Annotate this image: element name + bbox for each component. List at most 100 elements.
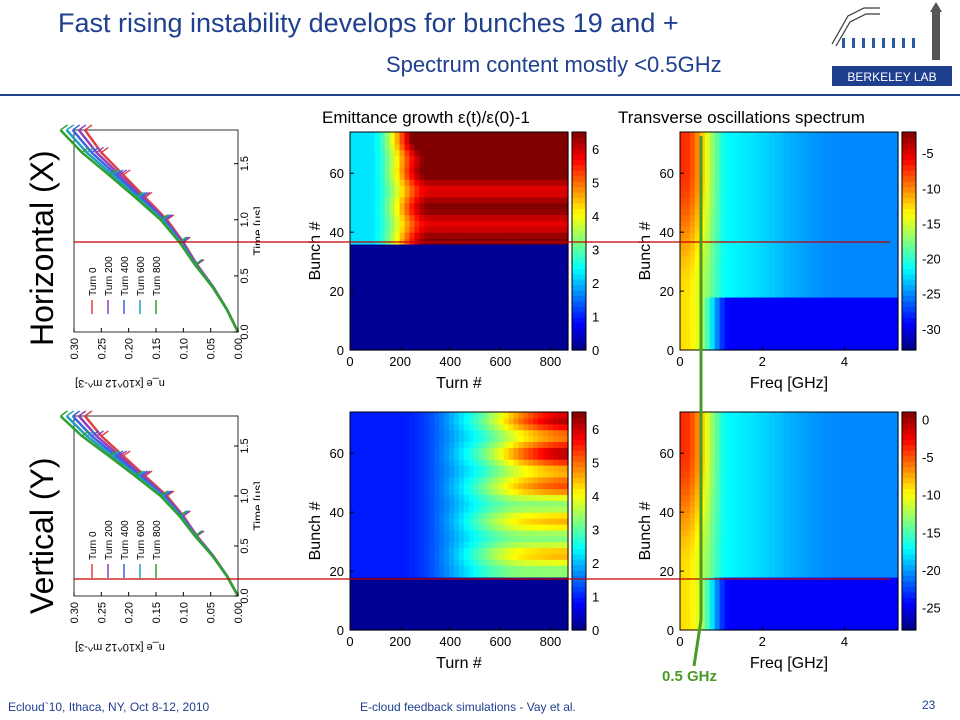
heatmap-cell <box>699 291 706 298</box>
heatmap-cell <box>553 332 559 339</box>
heatmap-cell <box>444 132 450 139</box>
heatmap-cell <box>359 529 366 537</box>
heatmap-cell <box>419 453 425 460</box>
heatmap-cell <box>409 226 416 233</box>
x-axis-label: Freq [GHz] <box>750 375 828 392</box>
heatmap-cell <box>374 314 381 322</box>
heatmap-cell <box>734 279 741 286</box>
heatmap-cell <box>779 261 785 269</box>
heatmap-cell <box>350 459 356 466</box>
heatmap-cell <box>473 149 480 157</box>
heatmap-cell <box>493 465 500 472</box>
heatmap-cell <box>350 553 356 560</box>
heatmap-cell <box>689 261 696 269</box>
heatmap-cell <box>789 238 795 245</box>
heatmap-cell <box>680 149 686 157</box>
heatmap-cell <box>454 588 460 596</box>
heatmap-cell <box>714 314 721 322</box>
heatmap-cell <box>548 196 554 204</box>
heatmap-cell <box>463 506 470 513</box>
heatmap-cell <box>793 132 800 139</box>
heatmap-cell <box>354 470 361 478</box>
colorbar-tick-label: -25 <box>922 287 940 302</box>
heatmap-cell <box>883 302 889 310</box>
heatmap-cell <box>419 624 425 631</box>
heatmap-cell <box>478 512 485 519</box>
heatmap-cell <box>523 338 529 345</box>
heatmap-cell <box>823 255 830 263</box>
heatmap-cell <box>439 267 445 275</box>
heatmap-cell <box>709 190 716 198</box>
heatmap-cell <box>409 167 416 174</box>
heatmap-cell <box>709 208 716 216</box>
heatmap-cell <box>364 576 371 584</box>
heatmap-cell <box>463 547 470 555</box>
heatmap-cell <box>468 618 475 625</box>
heatmap-cell <box>784 302 790 310</box>
heatmap-cell <box>863 155 869 163</box>
heatmap-cell <box>779 338 785 345</box>
heatmap-cell <box>533 167 539 174</box>
heatmap-cell <box>769 332 775 339</box>
heatmap-cell <box>533 214 539 221</box>
heatmap-cell <box>769 291 775 298</box>
colorbar-segment <box>902 279 916 286</box>
heatmap-cell <box>518 571 525 578</box>
heatmap-cell <box>483 308 490 316</box>
heatmap-cell <box>848 220 855 227</box>
heatmap-cell <box>359 161 366 168</box>
heatmap-cell <box>518 506 525 513</box>
heatmap-cell <box>359 291 366 298</box>
heatmap-cell <box>434 255 440 263</box>
heatmap-cell <box>409 600 416 608</box>
heatmap-cell <box>399 618 406 625</box>
heatmap-cell <box>468 302 475 310</box>
heatmap-cell <box>350 423 356 431</box>
heatmap-cell <box>478 226 485 233</box>
heatmap-cell <box>429 624 435 631</box>
heatmap-cell <box>803 185 810 192</box>
heatmap-cell <box>853 179 859 186</box>
heatmap-cell <box>429 529 435 537</box>
heatmap-cell <box>483 132 490 139</box>
col-title-spectrum: Transverse oscillations spectrum <box>618 108 865 127</box>
heatmap-cell <box>459 291 465 298</box>
heatmap-cell <box>404 488 411 496</box>
heatmap-cell <box>350 155 356 163</box>
heatmap-cell <box>488 326 495 333</box>
colorbar-segment <box>902 306 916 313</box>
heatmap-cell <box>528 261 534 269</box>
heatmap-cell <box>680 249 686 257</box>
heatmap-cell <box>680 302 686 310</box>
heatmap-cell <box>789 143 795 151</box>
heatmap-cell <box>793 179 800 186</box>
heatmap-cell <box>434 238 440 245</box>
heatmap-cell <box>779 232 785 239</box>
heatmap-cell <box>518 476 525 484</box>
heatmap-cell <box>374 179 381 186</box>
heatmap-cell <box>538 459 544 466</box>
heatmap-cell <box>878 155 884 163</box>
heatmap-cell <box>883 179 889 186</box>
heatmap-cell <box>558 344 564 351</box>
heatmap-cell <box>558 326 564 333</box>
heatmap-cell <box>724 202 731 210</box>
heatmap-cell <box>563 249 569 257</box>
heatmap-cell <box>468 326 475 333</box>
heatmap-cell <box>434 291 440 298</box>
heatmap-cell <box>893 173 899 180</box>
heatmap-cell <box>399 243 406 251</box>
heatmap-cell <box>508 243 515 251</box>
heatmap-cell <box>513 523 520 531</box>
heatmap-cell <box>518 576 525 584</box>
heatmap-cell <box>488 173 495 180</box>
heatmap-cell <box>888 179 894 186</box>
heatmap-cell <box>888 226 894 233</box>
heatmap-cell <box>350 143 356 151</box>
heatmap-cell <box>528 143 534 151</box>
heatmap-cell <box>893 279 899 286</box>
heatmap-cell <box>868 167 874 174</box>
heatmap-cell <box>774 285 780 292</box>
heatmap-cell <box>389 576 396 584</box>
heatmap-cell <box>454 576 460 584</box>
